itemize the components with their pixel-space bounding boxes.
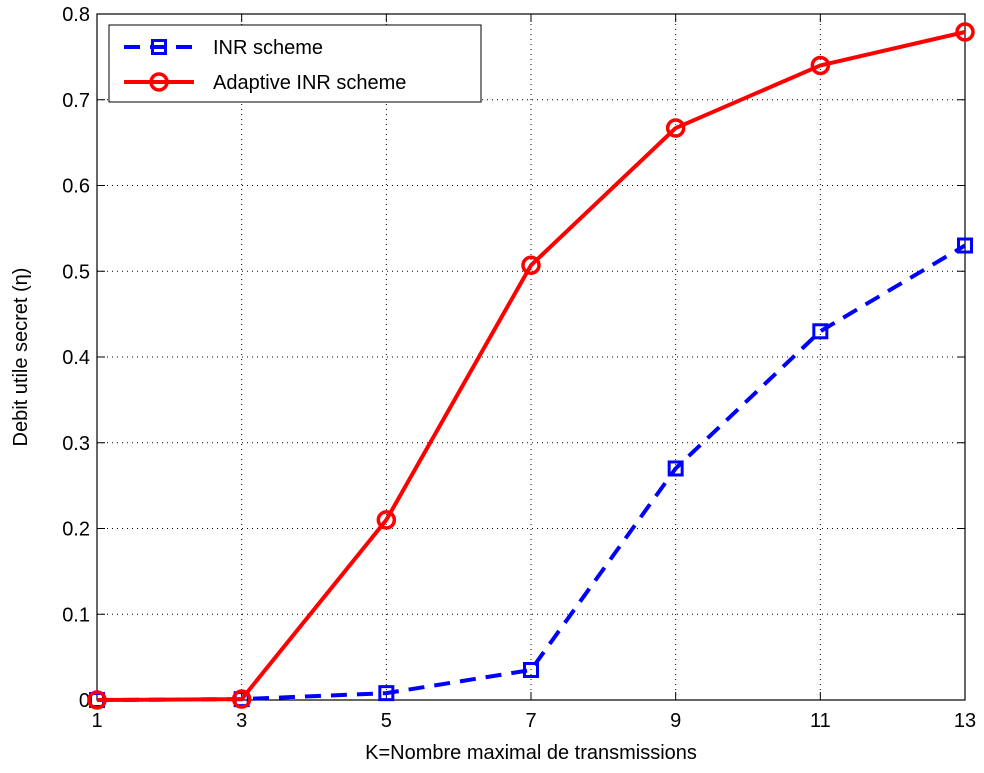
y-tick-label: 0.8 xyxy=(62,4,90,26)
y-axis-label: Debit utile secret (η) xyxy=(10,268,32,447)
y-tick-label: 0.5 xyxy=(62,261,90,283)
legend-entry-inr: INR scheme xyxy=(124,37,323,59)
series-line xyxy=(96,30,966,702)
x-tick-label: 3 xyxy=(236,710,247,732)
y-tick-label: 0.6 xyxy=(62,176,90,198)
data-point-marker xyxy=(87,690,107,710)
legend-marker xyxy=(149,72,169,92)
x-tick-label: 11 xyxy=(810,710,831,732)
data-point-marker xyxy=(955,22,975,42)
y-tick-label: 0.1 xyxy=(62,604,90,626)
data-point-marker xyxy=(521,255,541,275)
data-point-marker xyxy=(667,460,684,477)
legend-entry-adaptive-inr: Adaptive INR scheme xyxy=(124,72,406,94)
data-point-marker xyxy=(378,685,395,702)
y-tick-label: 0.2 xyxy=(62,519,90,541)
data-point-marker xyxy=(231,689,252,709)
x-tick-label: 5 xyxy=(381,710,392,732)
data-point-marker xyxy=(810,55,831,76)
legend: INR scheme Adaptive INR scheme xyxy=(108,24,482,103)
legend-label-inr: INR scheme xyxy=(213,37,323,59)
y-tick-label: 0.4 xyxy=(62,347,90,369)
y-tick-label: 0.7 xyxy=(62,90,90,112)
y-tick-label: 0 xyxy=(79,690,90,712)
x-axis-label: K=Nombre maximal de transmissions xyxy=(365,742,697,764)
data-point-marker xyxy=(665,118,686,138)
series-adaptive-inr xyxy=(87,22,975,710)
series-group xyxy=(87,22,975,710)
x-tick-label: 13 xyxy=(954,710,976,732)
data-point-marker xyxy=(957,237,973,254)
legend-label-adaptive-inr: Adaptive INR scheme xyxy=(213,72,406,94)
x-tick-label: 1 xyxy=(91,710,102,732)
x-tick-label: 9 xyxy=(670,710,681,732)
data-point-marker xyxy=(523,661,539,678)
y-tick-label: 0.3 xyxy=(62,433,90,455)
data-point-marker xyxy=(812,323,829,340)
legend-marker xyxy=(151,39,167,55)
data-point-marker xyxy=(376,510,397,530)
legend-box xyxy=(108,24,482,103)
x-tick-label: 7 xyxy=(525,710,536,732)
